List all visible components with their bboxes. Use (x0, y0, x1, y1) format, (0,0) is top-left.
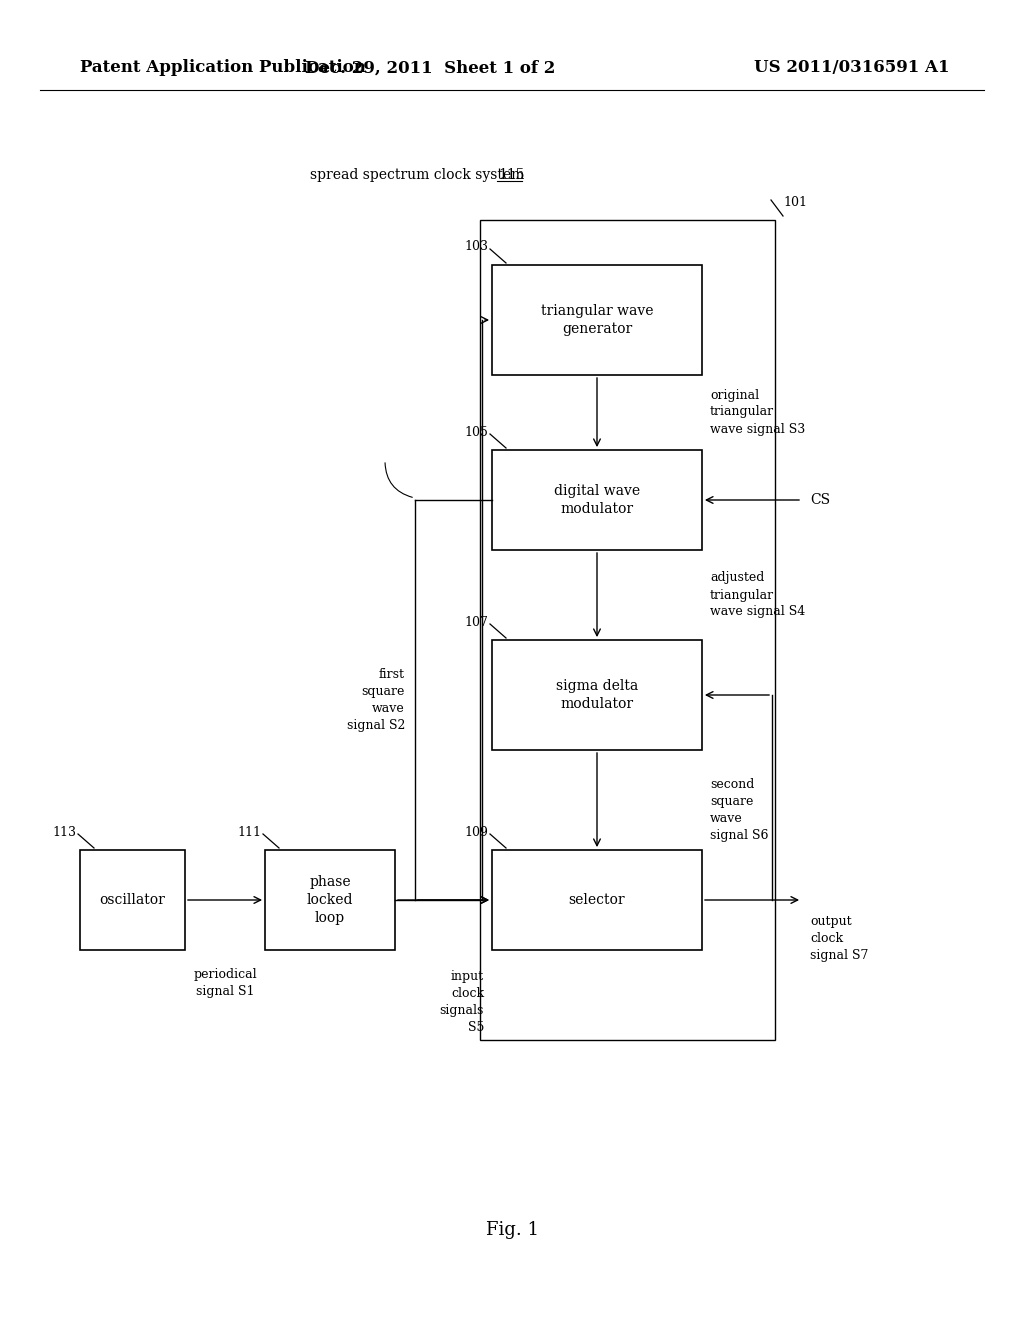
Bar (492, 450, 702, 550)
Text: oscillator: oscillator (99, 894, 166, 907)
Bar (265, 850, 395, 950)
Text: triangular wave
generator: triangular wave generator (541, 304, 653, 337)
Text: output
clock
signal S7: output clock signal S7 (810, 915, 868, 962)
Text: original
triangular
wave signal S3: original triangular wave signal S3 (710, 388, 805, 436)
Bar (492, 850, 702, 950)
Text: 115: 115 (498, 168, 524, 182)
Text: 103: 103 (464, 240, 488, 253)
Text: sigma delta
modulator: sigma delta modulator (556, 678, 638, 711)
Bar (492, 265, 702, 375)
Text: 107: 107 (464, 615, 488, 628)
Text: spread spectrum clock system: spread spectrum clock system (310, 168, 524, 182)
Text: 111: 111 (237, 825, 261, 838)
Bar (492, 640, 702, 750)
Text: phase
locked
loop: phase locked loop (307, 875, 353, 925)
Text: Patent Application Publication: Patent Application Publication (80, 59, 366, 77)
Text: CS: CS (810, 492, 830, 507)
Bar (480, 220, 775, 1040)
Text: 113: 113 (52, 825, 76, 838)
Text: Dec. 29, 2011  Sheet 1 of 2: Dec. 29, 2011 Sheet 1 of 2 (305, 59, 555, 77)
Text: first
square
wave
signal S2: first square wave signal S2 (347, 668, 406, 733)
Text: adjusted
triangular
wave signal S4: adjusted triangular wave signal S4 (710, 572, 805, 619)
Text: 105: 105 (464, 425, 488, 438)
Text: input
clock
signals
S5: input clock signals S5 (439, 970, 484, 1034)
Text: periodical
signal S1: periodical signal S1 (194, 968, 257, 998)
Text: digital wave
modulator: digital wave modulator (554, 484, 640, 516)
Text: second
square
wave
signal S6: second square wave signal S6 (710, 777, 768, 842)
Text: Fig. 1: Fig. 1 (485, 1221, 539, 1239)
Text: selector: selector (568, 894, 626, 907)
Text: 109: 109 (464, 825, 488, 838)
Text: US 2011/0316591 A1: US 2011/0316591 A1 (755, 59, 950, 77)
Bar (80, 850, 185, 950)
Text: 101: 101 (783, 195, 807, 209)
